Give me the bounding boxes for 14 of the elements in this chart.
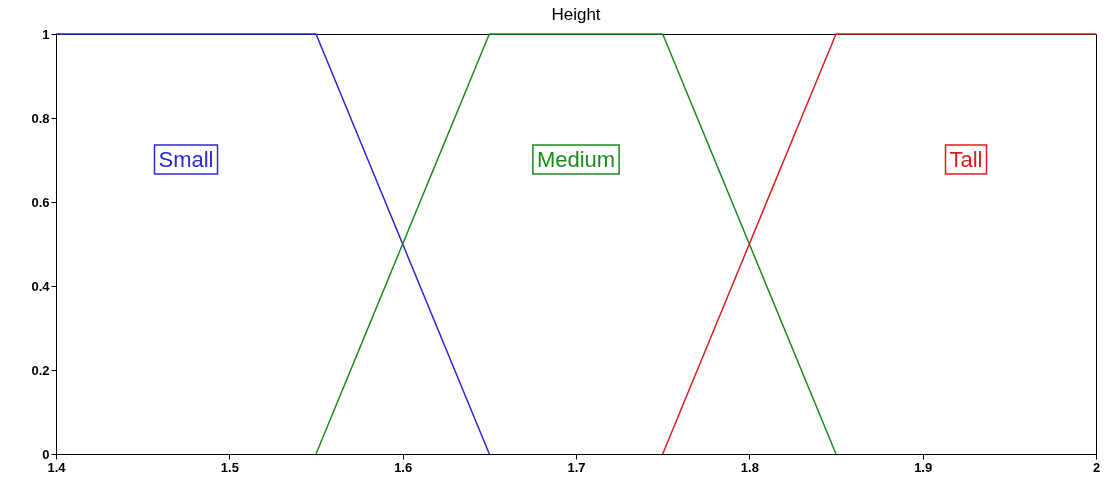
y-tick-label: 0.4 bbox=[31, 278, 51, 294]
x-tick-label: 1.9 bbox=[914, 459, 933, 475]
y-tick-label: 1 bbox=[42, 26, 50, 42]
x-tick-label: 1.7 bbox=[567, 459, 586, 475]
x-tick-label: 2 bbox=[1092, 459, 1101, 475]
y-tick-label: 0.6 bbox=[31, 194, 50, 210]
chart-title: Height bbox=[551, 5, 601, 24]
y-tick-label: 0.2 bbox=[31, 362, 50, 378]
y-tick-label: 0 bbox=[42, 446, 50, 462]
x-tick-label: 1.8 bbox=[740, 459, 759, 475]
x-tick-label: 1.4 bbox=[47, 459, 67, 475]
y-tick-label: 0.8 bbox=[31, 110, 50, 126]
x-tick-label: 1.5 bbox=[220, 459, 239, 475]
x-tick-label: 1.6 bbox=[394, 459, 413, 475]
